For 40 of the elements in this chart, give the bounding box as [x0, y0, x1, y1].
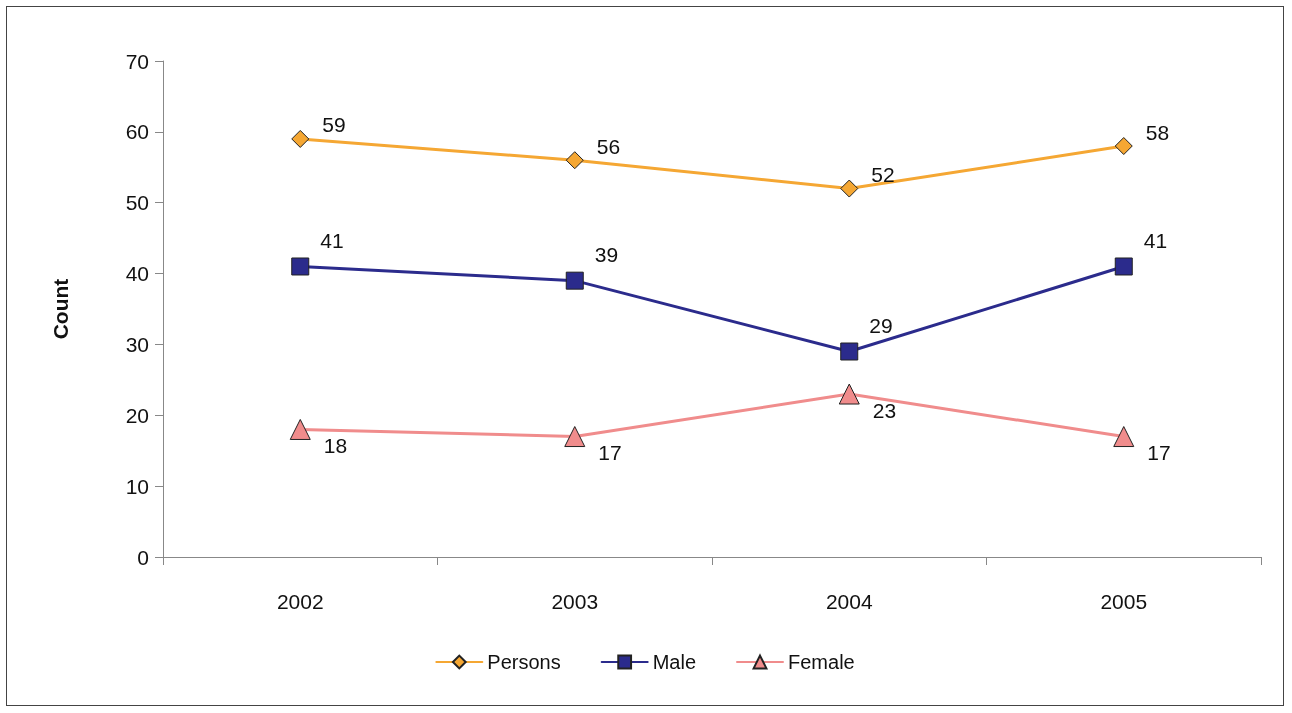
point — [291, 129, 310, 148]
data-label: 29 — [869, 314, 893, 338]
y-tick-label: 10 — [125, 474, 149, 498]
point — [565, 151, 584, 170]
data-label: 56 — [596, 134, 621, 158]
y-tick-label: 50 — [125, 191, 149, 215]
point — [565, 271, 584, 290]
data-label: 17 — [1147, 441, 1171, 465]
y-tick-label: 0 — [137, 545, 149, 569]
data-label: 23 — [872, 398, 897, 422]
legend-label: Persons — [487, 651, 561, 673]
y-axis-title: Count — [49, 278, 72, 340]
data-label: 17 — [598, 441, 622, 465]
point — [838, 383, 860, 405]
point — [1114, 257, 1133, 276]
point — [291, 257, 310, 276]
y-tick-label: 20 — [125, 403, 149, 427]
y-tick-label: 70 — [125, 49, 149, 73]
x-tick-label: 2002 — [276, 590, 324, 613]
point — [840, 179, 859, 198]
data-label: 18 — [323, 433, 348, 457]
point — [564, 426, 586, 448]
point — [840, 342, 859, 361]
x-tick-label: 2003 — [551, 590, 599, 613]
point — [1113, 426, 1135, 448]
legend-label: Male — [652, 651, 697, 673]
y-tick-label: 40 — [125, 262, 149, 286]
point — [1114, 137, 1133, 156]
y-tick-label: 30 — [125, 332, 149, 356]
data-label: 39 — [594, 243, 619, 267]
y-tick-label: 60 — [125, 120, 149, 144]
legend-label: Female — [788, 651, 855, 673]
data-label: 52 — [871, 163, 895, 187]
data-label: 41 — [320, 228, 344, 252]
data-label: 41 — [1143, 228, 1168, 252]
x-tick-label: 2005 — [1100, 590, 1148, 613]
x-tick-label: 2004 — [825, 590, 873, 613]
data-label: 58 — [1145, 120, 1170, 144]
point — [289, 418, 311, 440]
data-label: 59 — [322, 113, 346, 137]
